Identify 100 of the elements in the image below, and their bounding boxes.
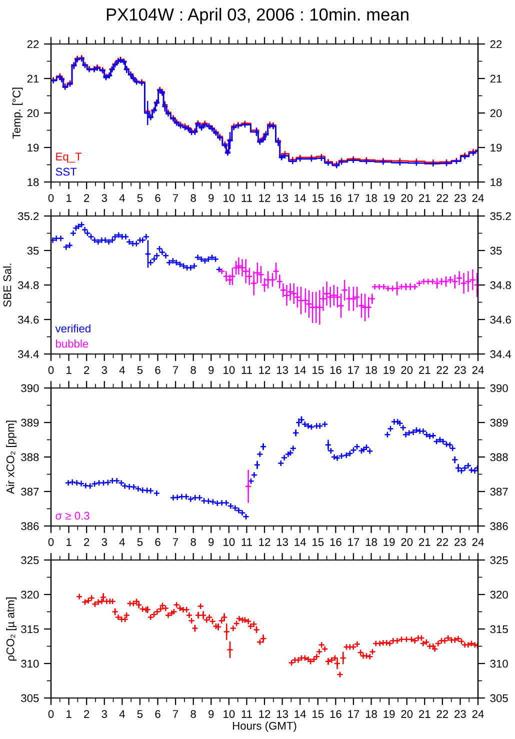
x-tick-label: 22 (436, 538, 448, 546)
x-tick-label: 9 (208, 194, 214, 202)
x-tick-label: 8 (190, 194, 196, 202)
x-tick-label: 21 (419, 194, 430, 202)
y2-tick-label: 34.4 (490, 350, 512, 358)
x-tick-label: 19 (384, 194, 395, 202)
y2-tick-label: 389 (490, 418, 508, 427)
y2-tick-label: 386 (490, 522, 508, 530)
x-tick-label: 23 (454, 366, 466, 374)
x-tick-label: 7 (173, 710, 178, 718)
y-tick-label: 34.4 (18, 350, 39, 358)
y-axis-title: ρCO₂ [µ atm] (6, 598, 16, 661)
y2-tick-label: 315 (490, 625, 508, 634)
x-axis-title: Hours (GMT) (233, 722, 296, 732)
y-tick-label: 35 (27, 246, 39, 255)
x-tick-label: 18 (366, 366, 377, 374)
x-tick-label: 17 (348, 538, 360, 546)
point (91, 236, 98, 244)
point (142, 233, 150, 240)
y2-tick-label: 34.6 (490, 316, 511, 324)
x-tick-label: 10 (224, 366, 235, 374)
y-tick-label: 325 (21, 556, 39, 564)
x-tick-label: 20 (401, 710, 413, 718)
x-tick-label: 9 (208, 710, 214, 718)
x-tick-label: 16 (330, 366, 342, 374)
x-tick-label: 20 (401, 538, 413, 546)
x-tick-label: 10 (224, 194, 235, 202)
x-tick-label: 1 (66, 194, 72, 202)
x-tick-label: 15 (312, 538, 324, 546)
x-tick-label: 16 (330, 710, 342, 718)
x-tick-label: 22 (436, 194, 448, 202)
x-tick-label: 5 (137, 366, 143, 374)
y-tick-label: 387 (21, 488, 39, 496)
y-tick-label: 315 (21, 625, 39, 634)
x-tick-label: 15 (312, 710, 324, 718)
point (212, 256, 219, 263)
y2-tick-label: 22 (490, 40, 502, 48)
y2-tick-label: 320 (490, 590, 508, 599)
x-tick-label: 24 (472, 366, 484, 374)
point (150, 256, 158, 263)
text: σ ≥ 0.3 (56, 512, 90, 520)
point (132, 240, 140, 248)
point (115, 232, 122, 238)
point (122, 233, 130, 240)
y-tick-label: 20 (27, 109, 39, 118)
point (198, 256, 205, 263)
x-tick-label: 14 (294, 710, 306, 718)
text: SST (56, 168, 77, 176)
x-tick-label: 2 (84, 194, 90, 202)
x-tick-label: 15 (312, 194, 324, 202)
x-tick-label: 21 (419, 366, 430, 374)
x-tick-label: 10 (224, 710, 235, 718)
x-tick-label: 1 (66, 366, 72, 374)
y-tick-label: 388 (21, 453, 39, 462)
x-tick-label: 13 (276, 366, 288, 374)
point (98, 236, 106, 244)
y-tick-label: 22 (27, 40, 39, 48)
x-tick-label: 17 (348, 366, 360, 374)
x-tick-label: 18 (366, 194, 377, 202)
y-tick-label: 35.2 (18, 212, 39, 220)
x-tick-label: 3 (102, 710, 107, 718)
x-tick-label: 8 (190, 366, 196, 374)
x-tick-label: 0 (48, 194, 54, 202)
y-axis-title: Air xCO₂ [ppm] (6, 420, 16, 494)
point (112, 233, 118, 240)
y2-tick-label: 387 (490, 488, 508, 496)
y-tick-label: 310 (21, 660, 39, 668)
x-tick-label: 12 (259, 538, 270, 546)
chart-title: PX104W : April 03, 2006 : 10min. mean (106, 8, 408, 24)
point (173, 259, 180, 266)
y-tick-label: 386 (21, 522, 39, 530)
x-tick-label: 17 (348, 710, 360, 718)
point (105, 238, 112, 246)
point (94, 238, 102, 246)
x-tick-label: 6 (155, 710, 160, 718)
y2-tick-label: 388 (490, 453, 508, 462)
y2-tick-label: 310 (490, 660, 508, 668)
point (162, 252, 170, 260)
x-tick-label: 20 (401, 194, 413, 202)
point (88, 233, 94, 240)
x-tick-label: 1 (66, 710, 72, 718)
x-tick-label: 18 (366, 710, 377, 718)
point (102, 236, 109, 244)
point (81, 226, 88, 234)
x-tick-label: 22 (436, 710, 448, 718)
x-tick-label: 6 (155, 366, 160, 374)
x-tick-label: 11 (242, 366, 252, 374)
x-tick-label: 4 (119, 538, 125, 546)
y-axis-title: Temp. [°C] (12, 88, 23, 139)
x-tick-label: 5 (137, 194, 143, 202)
y2-tick-label: 20 (490, 109, 502, 118)
x-tick-label: 7 (173, 538, 178, 546)
y2-tick-label: 19 (490, 144, 502, 152)
y-tick-label: 21 (27, 74, 39, 83)
point (194, 254, 202, 261)
point (205, 256, 212, 263)
x-tick-label: 2 (84, 710, 90, 718)
x-tick-label: 7 (173, 194, 178, 202)
x-tick-label: 12 (259, 366, 270, 374)
x-tick-label: 6 (155, 538, 160, 546)
